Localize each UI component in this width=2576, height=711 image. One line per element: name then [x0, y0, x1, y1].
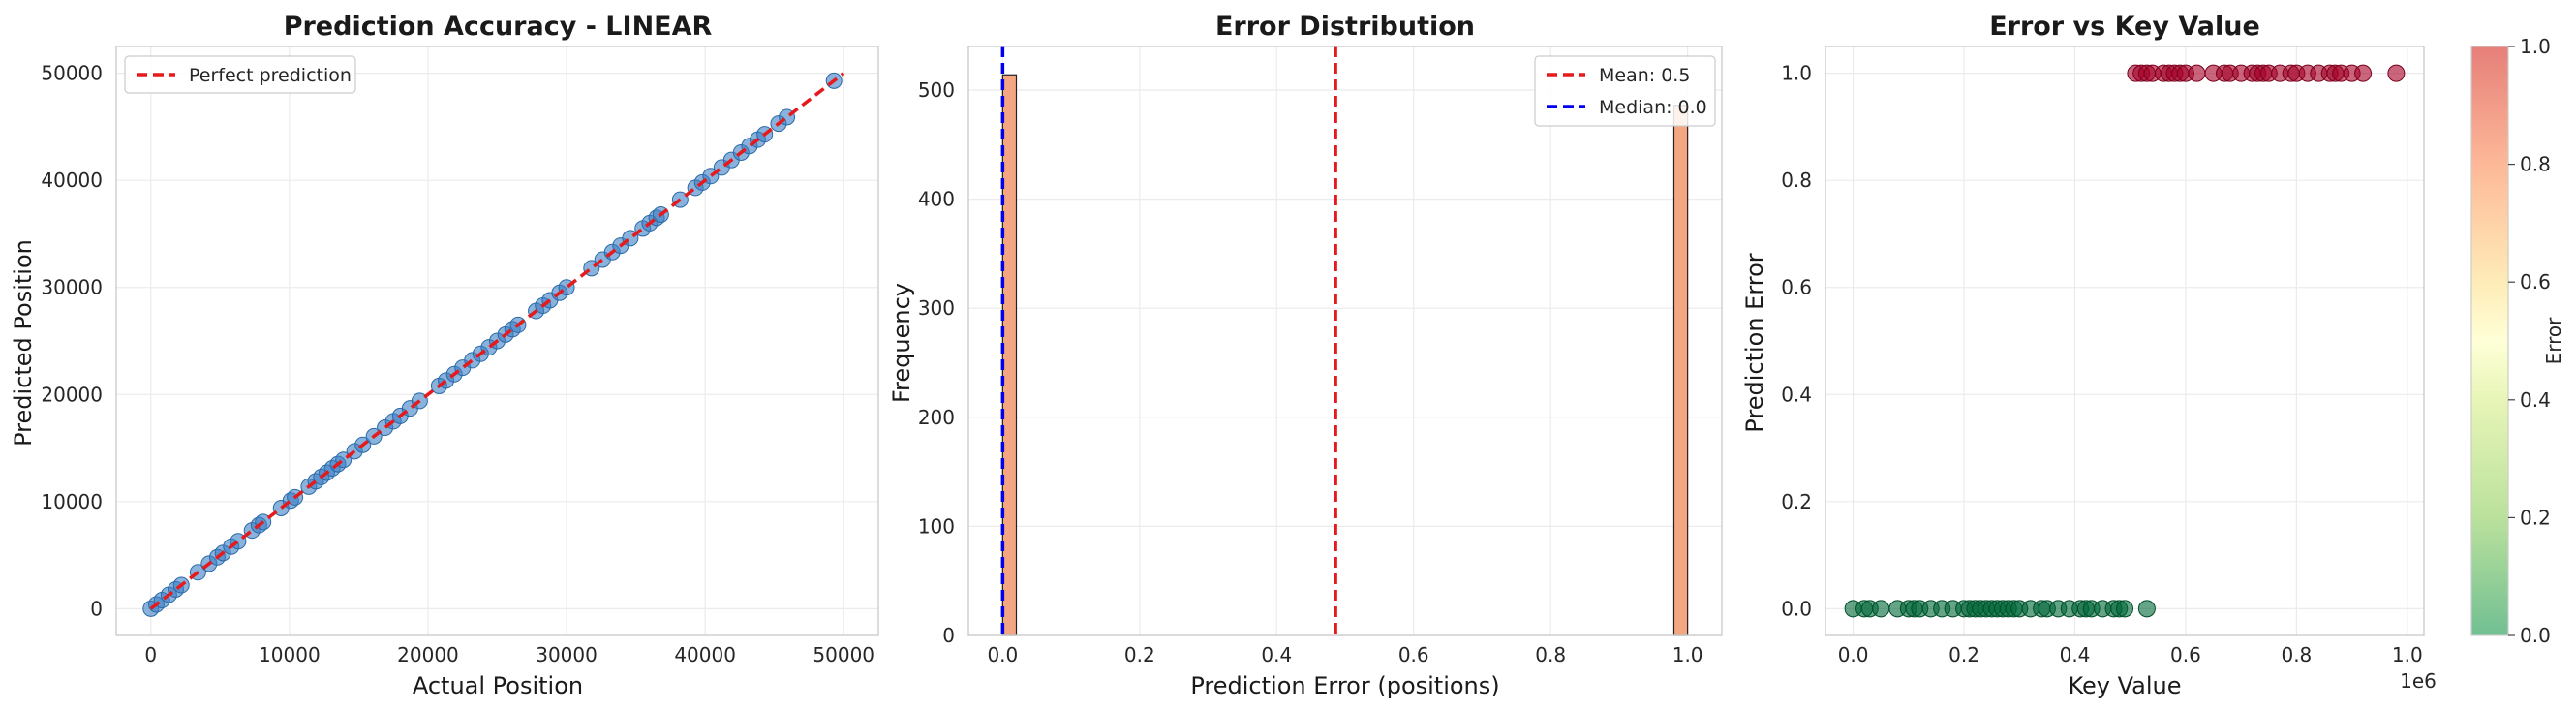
- x-tick-label: 0.0: [1838, 643, 1869, 666]
- y-tick-label: 40000: [41, 169, 103, 192]
- y-tick-label: 0.0: [1781, 597, 1812, 620]
- data-point: [2116, 600, 2133, 618]
- y-tick-label: 0: [942, 624, 955, 647]
- y-tick-label: 100: [918, 514, 955, 538]
- legend-box: [124, 55, 356, 94]
- y-tick-label: 0: [90, 597, 103, 620]
- x-tick-label: 0.8: [1535, 643, 1566, 666]
- plot-frame: [115, 46, 879, 636]
- histogram-bar: [1001, 74, 1018, 636]
- colorbar: 0.0 0.2 0.4 0.6 0.8 1.0 Error: [2470, 35, 2565, 647]
- legend: Mean: 0.5 Median: 0.0: [1534, 55, 1716, 127]
- x-tick-label: 0.4: [1261, 643, 1292, 666]
- x-tick-label: 0.4: [2060, 643, 2091, 666]
- chart-title: Error vs Key Value: [1989, 12, 2260, 42]
- y-tick-label: 10000: [41, 490, 103, 513]
- chart-title: Prediction Accuracy - LINEAR: [284, 12, 713, 42]
- panel-error-distribution: Error Distribution Prediction Error (pos…: [888, 12, 1723, 699]
- x-axis-label: Key Value: [2068, 672, 2181, 699]
- y-tick-label: 0.8: [1781, 169, 1812, 192]
- x-tick-label: 0.6: [1398, 643, 1429, 666]
- x-tick-label: 0.0: [987, 643, 1018, 666]
- histogram-bar: [1672, 105, 1689, 636]
- colorbar-tick-label: 0.8: [2520, 153, 2551, 176]
- data-point: [1872, 600, 1890, 618]
- y-tick-label: 1.0: [1781, 62, 1812, 85]
- x-tick-label: 0: [144, 643, 157, 666]
- x-tick-label: 0.6: [2170, 643, 2201, 666]
- y-tick-label: 200: [918, 406, 955, 429]
- y-tick-label: 0.4: [1781, 383, 1812, 406]
- x-tick-label: 1.0: [1672, 643, 1703, 666]
- panel-error-vs-key: Error vs Key Value Key Value Prediction …: [1741, 12, 2565, 699]
- y-tick-label: 30000: [41, 276, 103, 299]
- y-axis-label: Prediction Error: [1741, 253, 1768, 432]
- x-axis-label: Actual Position: [413, 672, 583, 699]
- x-tick-label: 1.0: [2392, 643, 2423, 666]
- colorbar-tick-label: 0.6: [2520, 270, 2551, 294]
- x-tick-label: 20000: [397, 643, 459, 666]
- legend-label-mean: Mean: 0.5: [1599, 65, 1690, 86]
- y-tick-label: 300: [918, 296, 955, 320]
- x-axis-offset: 1e6: [2400, 669, 2437, 693]
- y-tick-label: 0.6: [1781, 276, 1812, 299]
- y-tick-label: 0.2: [1781, 490, 1812, 513]
- colorbar-tick-label: 1.0: [2520, 35, 2551, 58]
- colorbar-label: Error: [2542, 317, 2565, 365]
- x-tick-label: 10000: [259, 643, 321, 666]
- x-tick-label: 40000: [674, 643, 736, 666]
- colorbar-frame: [2470, 46, 2509, 636]
- x-tick-label: 50000: [813, 643, 874, 666]
- legend-label-median: Median: 0.0: [1599, 97, 1707, 118]
- panel-prediction-accuracy: Prediction Accuracy - LINEAR Actual Posi…: [10, 12, 879, 699]
- x-tick-label: 0.2: [1124, 643, 1155, 666]
- x-axis-label: Prediction Error (positions): [1190, 672, 1499, 699]
- legend: Perfect prediction: [124, 55, 356, 94]
- colorbar-gradient: [2471, 46, 2508, 635]
- plot-frame: [1825, 46, 2425, 636]
- data-point: [2387, 64, 2406, 82]
- x-tick-label: 0.2: [1948, 643, 1979, 666]
- data-point: [2354, 64, 2373, 82]
- colorbar-tick-label: 0.0: [2520, 624, 2551, 647]
- plot-frame: [967, 46, 1723, 636]
- colorbar-tick-label: 0.2: [2520, 506, 2551, 529]
- y-axis-label: Frequency: [888, 283, 915, 403]
- colorbar-tick-label: 0.4: [2520, 388, 2551, 412]
- x-tick-label: 0.8: [2281, 643, 2312, 666]
- data-point: [2188, 64, 2206, 82]
- x-tick-label: 30000: [536, 643, 598, 666]
- perfect-prediction-line: [149, 72, 845, 610]
- y-axis-label: Predicted Position: [10, 239, 37, 447]
- y-tick-label: 500: [918, 78, 955, 102]
- y-tick-label: 400: [918, 188, 955, 211]
- y-tick-label: 50000: [41, 62, 103, 85]
- data-point: [2137, 600, 2156, 618]
- y-tick-label: 20000: [41, 383, 103, 406]
- chart-title: Error Distribution: [1215, 12, 1475, 42]
- legend-label-perfect-prediction: Perfect prediction: [189, 65, 352, 86]
